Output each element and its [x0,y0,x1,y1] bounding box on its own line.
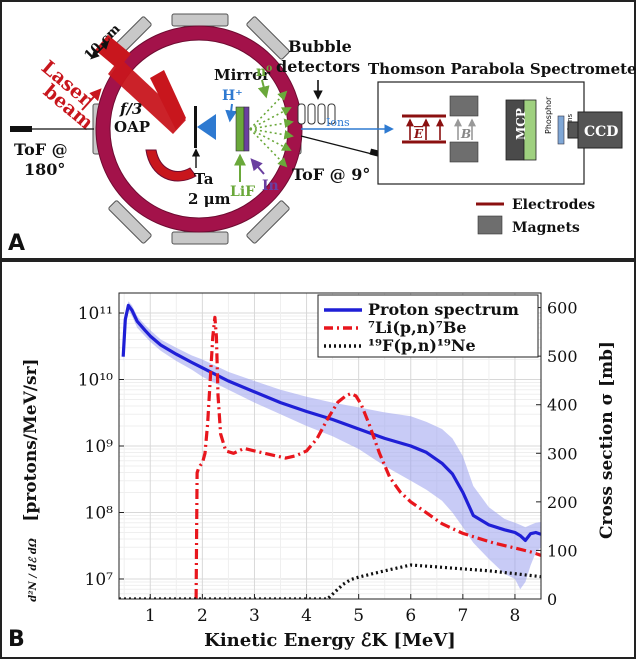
bfield-label: B [460,127,471,141]
chart-legend: Proton spectrum ⁷Li(p,n)⁷Be ¹⁹F(p,n)¹⁹Ne [317,294,539,358]
legend-proton-label: Proton spectrum [368,300,519,319]
y-right-tick-label: 200 [547,493,578,512]
indium-label: In [262,178,279,194]
x-tick-label: 2 [197,606,208,626]
legend-li-label: ⁷Li(p,n)⁷Be [368,318,467,337]
oap-label-line2: OAP [114,118,150,136]
x-tick-label: 4 [301,606,312,626]
proton-spectrum-line [121,303,541,542]
y-right-tick-label: 0 [547,590,557,609]
y-left-tick-label: 10⁷ [85,570,114,590]
proton-label: H⁺ [222,88,243,104]
right-axis-ticks: 0 100 200 300 400 500 600 [536,299,578,609]
y-right-tick-label: 400 [547,396,578,415]
left-axis-ticks: 10⁷ 10⁸ 10⁹ 10¹⁰ 10¹¹ [78,304,124,590]
proton-cone [197,114,216,140]
x-tick-label: 8 [510,606,521,626]
x-tick-label: 3 [249,606,260,626]
mirror-label: Mirror [214,66,271,84]
target-foil [194,106,197,148]
x-tick-label: 6 [405,606,416,626]
tof180-label-line1: ToF @ [14,140,68,159]
y-left-tick-label: 10¹¹ [78,304,113,324]
bubble-detectors [297,103,336,125]
tof9-label: ToF @ 9° [292,165,370,184]
panel-a-label: A [8,231,25,256]
lif-label: LiF [230,184,255,200]
y-right-tick-label: 500 [547,347,578,366]
ions-label: Ions [326,116,350,129]
y-left-tick-label: 10⁸ [85,503,114,523]
bubble-label-line1: Bubble [288,37,352,56]
target-label-line2: 2 μm [188,190,231,208]
target-label-line1: Ta [194,170,214,188]
lif-converter [235,106,245,152]
y-right-tick-label: 100 [547,541,578,560]
legend-electrodes: Electrodes [512,197,595,213]
lens [557,115,565,145]
proton-band [123,301,541,590]
y-right-tick-label: 300 [547,444,578,463]
plot-series [119,303,541,599]
x-axis-title: Kinetic Energy ℰK [MeV] [204,630,456,651]
phosphor-screen [523,99,537,161]
x-tick-label: 1 [145,606,156,626]
y-left-axis-prefix: d²N / dℰ dΩ [28,538,39,602]
indium-foil [243,106,250,152]
legend-magnets-swatch [477,215,503,235]
y-right-axis-title: Cross section σ [mb] [597,341,617,539]
vacuum-chamber [96,26,302,232]
x-tick-label: 7 [457,606,468,626]
y-left-tick-label: 10¹⁰ [78,371,113,391]
tps-title: Thomson Parabola Spectrometer [368,60,636,78]
tof180-label-line2: 180° [24,160,65,179]
tof-180-detector [10,126,32,132]
proton-uncertainty-band [123,301,541,590]
neutron-fan [249,90,294,168]
phosphor-label: Phosphor [544,96,553,134]
y-right-tick-label: 600 [547,299,578,318]
x-axis-ticks: 1 2 3 4 5 6 7 8 [145,594,521,626]
legend-magnets: Magnets [512,220,580,236]
tps-box [377,81,585,185]
magnet-top [449,95,479,117]
panel-b-label: B [8,627,25,652]
mcp-label: MCP [514,108,528,140]
efield-label: E [413,127,424,141]
li7-cross-section-line [194,315,541,599]
oap-mirror [145,149,197,182]
bubble-label-line2: detectors [276,57,360,76]
neutron-label: n⁰ [256,64,272,80]
ccd-camera [577,111,623,149]
oap-label-line1: f/3 [119,100,142,118]
magnet-bottom [449,141,479,163]
y-left-axis-title: [protons/MeV/sr] [21,358,41,521]
ccd-label: CCD [584,124,618,140]
legend-f-label: ¹⁹F(p,n)¹⁹Ne [368,336,476,355]
y-left-tick-label: 10⁹ [85,437,114,457]
x-tick-label: 5 [353,606,364,626]
